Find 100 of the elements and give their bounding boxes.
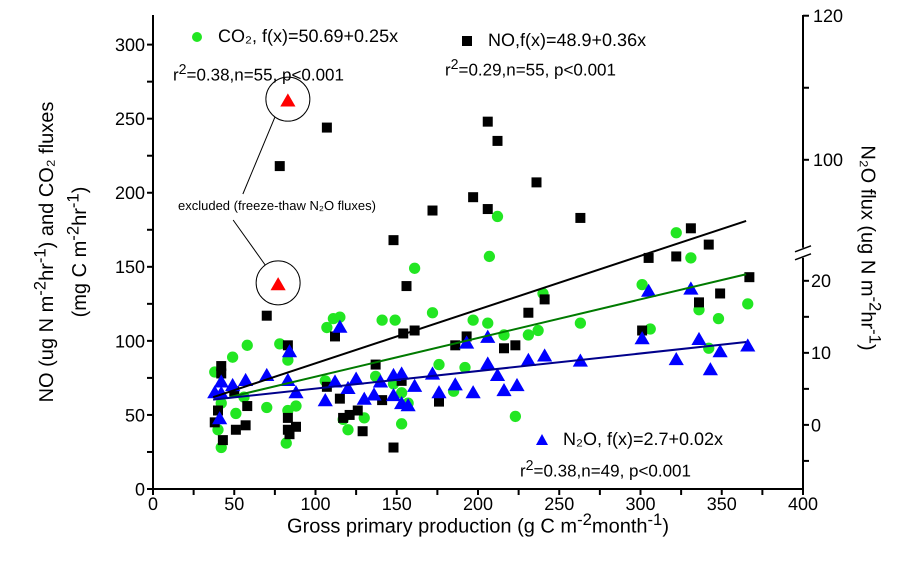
point: [480, 356, 496, 370]
point: [321, 322, 333, 334]
point: [242, 401, 252, 412]
point: [704, 240, 714, 250]
point: [671, 251, 682, 262]
point: [290, 400, 302, 412]
point: [510, 340, 520, 350]
y-tick-label: 150: [114, 257, 145, 278]
point: [242, 340, 253, 351]
x-tick-label: 400: [788, 494, 818, 514]
y-tick-label: 250: [114, 109, 145, 130]
point: [342, 424, 354, 436]
x-tick-label: 350: [706, 494, 737, 514]
annotation: r$^{2}$=0.38,n=49, p<0.001: [520, 458, 691, 482]
point: [332, 320, 348, 333]
point: [499, 343, 509, 354]
point: [575, 212, 586, 223]
y-tick-label: 50: [124, 405, 145, 426]
point: [282, 412, 293, 423]
annotation: r$^{2}$=0.38,n=55, p<0.001: [173, 62, 344, 86]
point: [274, 161, 285, 172]
point: [670, 227, 682, 238]
point: [366, 387, 382, 400]
point: [212, 411, 228, 424]
point: [214, 374, 229, 388]
point: [230, 424, 241, 435]
point: [468, 192, 478, 202]
point: [482, 317, 494, 329]
x-tick-label: 0: [148, 494, 158, 514]
point: [510, 410, 522, 422]
point: [396, 418, 408, 430]
y2-tick-label: 0: [811, 415, 822, 436]
point: [318, 393, 333, 406]
point: [408, 262, 420, 274]
y2-tick-label: 10: [811, 343, 832, 364]
annotation: r$^{2}$=0.29,n=55, p<0.001: [445, 57, 616, 81]
point: [532, 177, 542, 188]
y3-tick-label: 120: [813, 6, 844, 26]
point: [407, 378, 422, 392]
point: [715, 288, 726, 298]
point: [574, 317, 586, 329]
point: [262, 310, 272, 321]
point: [492, 210, 504, 222]
point: [742, 298, 754, 310]
point: [356, 392, 372, 405]
y-tick-label: 200: [114, 183, 145, 204]
point: [282, 344, 298, 358]
point: [466, 385, 481, 398]
point: [433, 358, 445, 370]
point: [230, 408, 242, 420]
point: [540, 294, 550, 304]
point: [388, 442, 398, 453]
x-tick-label: 50: [224, 494, 244, 514]
legend-label: N₂O, f(x)=2.7+0.02x: [563, 429, 724, 449]
point: [240, 420, 251, 430]
y2-tick-label: 20: [811, 271, 832, 292]
point: [352, 405, 363, 416]
point: [388, 235, 398, 246]
point: [522, 329, 534, 341]
point: [482, 204, 493, 214]
y-tick-label: 0: [134, 479, 145, 500]
point: [492, 136, 502, 146]
point: [744, 272, 754, 282]
point: [712, 344, 728, 358]
point: [641, 284, 656, 297]
point: [330, 331, 340, 342]
point: [448, 377, 463, 390]
point: [636, 278, 648, 290]
point: [685, 252, 697, 264]
point: [426, 307, 438, 318]
point: [482, 116, 493, 127]
point: [376, 314, 388, 326]
legend-label: CO₂, f(x)=50.69+0.25x: [218, 26, 398, 46]
point: [686, 223, 696, 234]
point: [496, 382, 512, 396]
point: [634, 331, 650, 344]
point: [386, 388, 402, 402]
y3-tick-label: 100: [813, 150, 844, 170]
point: [523, 308, 534, 318]
point: [431, 385, 447, 398]
point: [532, 324, 544, 336]
point: [322, 122, 332, 133]
point: [490, 368, 506, 382]
point: [400, 398, 416, 412]
point: [691, 332, 707, 345]
point: [358, 412, 370, 424]
legend-label: NO,f(x)=48.9+0.36x: [488, 30, 646, 50]
point: [694, 297, 704, 308]
y-tick-label: 300: [114, 35, 145, 56]
point: [216, 368, 226, 378]
point: [226, 352, 238, 363]
y-tick-label: 100: [114, 331, 145, 352]
point: [291, 422, 301, 432]
point: [712, 313, 724, 324]
point: [389, 314, 401, 326]
point: [334, 312, 346, 323]
point: [261, 402, 272, 414]
point: [668, 352, 684, 366]
point: [396, 387, 408, 398]
point: [428, 206, 438, 216]
